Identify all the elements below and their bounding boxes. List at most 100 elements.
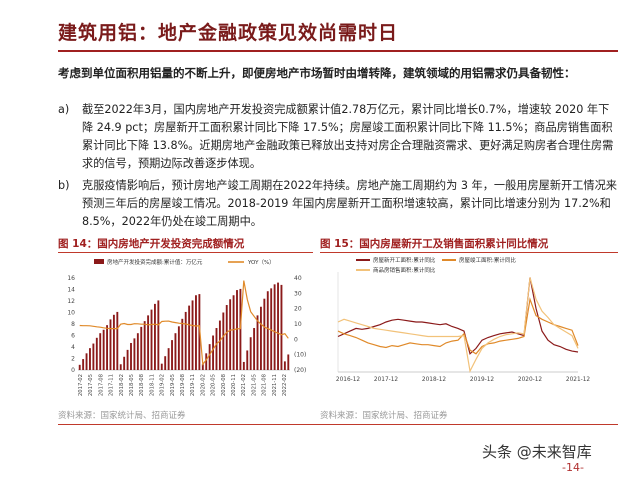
bar	[157, 300, 160, 370]
legend-label: YOY（%）	[247, 259, 275, 266]
bar	[188, 305, 191, 370]
bar	[95, 337, 98, 370]
x-tick-label: 2016-12	[336, 377, 361, 383]
x-tick-label: 2018-05	[129, 374, 135, 396]
series-line	[337, 277, 579, 373]
bar	[246, 350, 249, 370]
bar	[177, 326, 180, 370]
bar	[232, 295, 235, 370]
bar	[195, 295, 197, 370]
bar	[239, 288, 242, 370]
series-line	[337, 277, 579, 355]
paragraph-label: b)	[58, 179, 70, 192]
bar	[242, 361, 245, 370]
x-tick-label: 2020-08	[221, 373, 227, 396]
left-tick-label: 16	[67, 275, 75, 282]
bar	[109, 319, 112, 370]
bar	[119, 364, 122, 370]
x-tick-label: 2021-08	[262, 373, 268, 396]
x-tick-label: 2021-12	[566, 377, 591, 383]
legend-label: 房屋竣工面积:累计同比	[459, 256, 516, 264]
investment-chart: 房地产开发投资完成额:累计值：万亿元 YOY（%） 0 2 4 6 8 10 12 14 16 40 3…	[67, 258, 306, 396]
bar	[99, 333, 102, 370]
bar	[201, 364, 204, 370]
bar	[164, 356, 167, 370]
title-divider	[58, 50, 618, 52]
bar	[140, 326, 143, 370]
x-tick-label: 2019-02	[160, 374, 166, 396]
bar	[249, 337, 252, 370]
bar	[280, 284, 283, 370]
paragraph-a: a) 截至2022年3月，国内房地产开发投资完成额累计值2.78万亿元，累计同比…	[58, 101, 618, 173]
bar	[85, 353, 88, 370]
x-tick-label: 2017-02	[78, 374, 84, 396]
bar	[136, 333, 139, 370]
bar	[82, 359, 85, 370]
bar	[218, 320, 221, 370]
legend-swatch	[94, 259, 104, 264]
bar	[287, 354, 290, 370]
x-tick-label: 2018-11	[149, 374, 155, 396]
x-tick-label: 2020-12	[518, 377, 543, 383]
x-tick-label: 2022-02	[282, 374, 288, 396]
bar	[270, 288, 273, 370]
bar	[222, 312, 225, 370]
bar	[130, 342, 132, 370]
watermark: 头条 @未来智库	[482, 443, 592, 461]
right-tick-label: 20	[294, 306, 302, 313]
x-tick-label: 2019-05	[170, 374, 176, 396]
bar	[112, 314, 115, 370]
bar	[184, 311, 187, 370]
figure-15-source: 资料来源：国家统计局、招商证券	[320, 411, 448, 421]
footer-divider	[58, 424, 618, 425]
bar	[283, 361, 286, 370]
left-tick-label: 8	[71, 321, 75, 328]
bar	[106, 325, 109, 370]
x-tick-label: 2017-11	[109, 374, 115, 396]
bar	[89, 348, 91, 370]
yoy-line	[79, 280, 289, 366]
figure-15-rule	[320, 252, 618, 253]
x-tick-label: 2017-08	[98, 373, 104, 396]
figure-14-title: 图 14：国内房地产开发投资完成额情况	[58, 238, 245, 250]
page-number: -14-	[562, 461, 584, 474]
figure-15-title: 图 15：国内房屋新开工及销售面积累计同比情况	[320, 238, 549, 250]
x-tick-label: 2019-11	[190, 374, 196, 396]
figure-14-source: 资料来源：国家统计局、招商证券	[58, 411, 186, 421]
bar	[215, 328, 218, 370]
x-tick-label: 2021-05	[251, 374, 257, 396]
x-tick-label: 2021-11	[272, 374, 278, 396]
right-tick-label: (10)	[294, 352, 306, 359]
bar	[277, 282, 279, 370]
bar	[143, 321, 146, 370]
x-tick-label: 2020-05	[211, 374, 217, 396]
bar	[153, 303, 156, 370]
x-tick-label: 2021-02	[241, 374, 247, 396]
bar	[181, 318, 184, 370]
bar	[116, 311, 119, 370]
left-tick-label: 10	[67, 310, 75, 317]
bar	[92, 343, 95, 370]
bar	[229, 299, 232, 370]
x-tick-label: 2018-02	[119, 374, 125, 396]
right-tick-label: 10	[294, 321, 302, 328]
bar	[263, 298, 266, 370]
left-tick-label: 6	[71, 333, 75, 340]
bar	[225, 305, 228, 370]
bar	[123, 356, 126, 370]
bar	[236, 290, 238, 370]
page-title: 建筑用铝：地产金融政策见效尚需时日	[58, 22, 399, 44]
bar	[160, 363, 163, 370]
bar	[266, 291, 269, 370]
right-tick-label: (20)	[294, 367, 306, 374]
left-tick-label: 12	[67, 298, 75, 305]
bar	[256, 315, 259, 370]
bar	[273, 284, 276, 370]
bar	[212, 335, 215, 370]
bar	[167, 348, 170, 370]
left-tick-label: 2	[71, 356, 75, 363]
x-tick-label: 2019-08	[180, 373, 186, 396]
right-tick-label: 40	[294, 275, 302, 282]
x-tick-label: 2018-08	[139, 373, 145, 396]
